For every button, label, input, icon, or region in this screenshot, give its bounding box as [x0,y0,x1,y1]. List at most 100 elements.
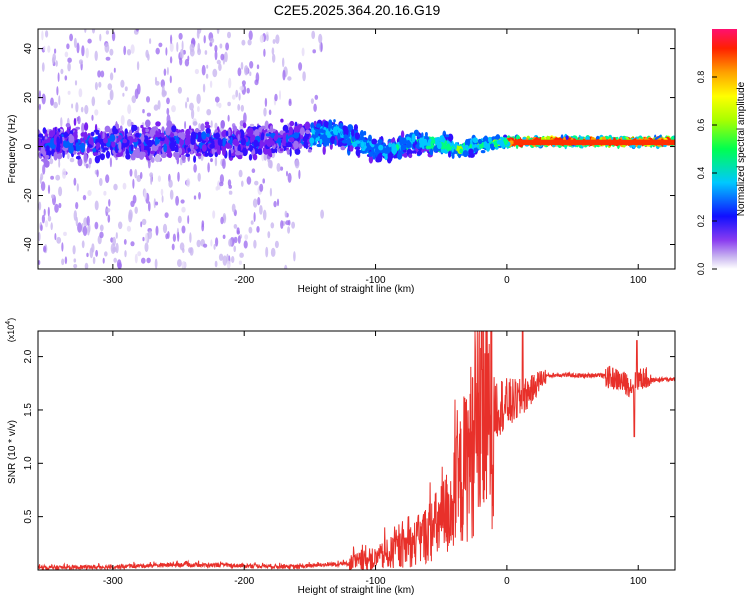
spectrogram-cell [102,131,105,140]
spectrogram-cell [140,124,144,129]
spectrogram-cell [252,135,255,143]
spectrogram-cell [130,241,135,247]
spectrogram-cell [162,223,168,234]
spectrogram-cell [140,142,145,152]
spectrogram-cell [314,130,319,137]
spectrogram-cell [91,96,96,107]
spectrogram-cell [137,251,142,257]
spectrogram-cell [354,146,361,150]
spectrogram-cell [128,209,133,220]
snr-frame [37,330,676,571]
spectrogram-cell [255,72,260,83]
spectrogram-cell [175,148,179,152]
x-tick-label: -300 [103,576,123,587]
spectrogram-cell [87,190,92,196]
snr-y-ticks: 0.5 1.0 1.5 2.0 [23,349,675,524]
spectrogram-cell [66,43,70,50]
spectrogram-cell [372,153,376,160]
spectrogram-cell [243,112,247,124]
spectrogram-cell [92,152,99,156]
spectrogram-cell [434,137,440,141]
spectrogram-cell [181,225,186,234]
spectrogram-cell [42,164,46,175]
spectrogram-cell [115,242,119,254]
spectrogram-cell [104,42,110,53]
spectrogram-cell [45,30,49,38]
spectrogram-cell [429,148,434,156]
spectrogram-cell [43,245,47,253]
spectrogram-cell [293,132,300,139]
spectrogram-cell [228,184,232,189]
spectrogram-cell [109,89,114,101]
spectrogram-cell [84,29,87,33]
spectrogram-cell [218,63,222,71]
spectrogram-cell [132,138,138,143]
spectrogram-cell [147,230,153,240]
spectrogram-cell [101,140,105,149]
spectrogram-cell [421,132,424,138]
spectrogram-cell [215,96,220,103]
spectrogram-cell [246,176,252,185]
spectrogram-cell [105,30,109,35]
spectrogram-cell [287,172,292,183]
spectrogram-marks [38,29,675,269]
spectrogram-cell [280,220,284,229]
spectrogram-cell [212,210,216,219]
spectrogram-cell [172,233,176,242]
spectrogram-cell [136,61,140,71]
spectrogram-cell [161,195,164,203]
spectrogram-cell [177,86,182,94]
spectrogram-cell [233,224,238,229]
spectrogram-cell [368,155,374,164]
spectrogram-cell [249,123,255,127]
spectrogram-cell [193,163,197,173]
spectrogram-cell [38,103,42,111]
spectrogram-cell [390,138,396,143]
spectrogram-cell [192,121,198,126]
spectrogram-cell [72,149,77,155]
spectrogram-cell [231,256,235,263]
spectrogram-cell [241,80,246,86]
spectrogram-cell [80,106,84,113]
spectrogram-cell [220,216,224,225]
spectrogram-cell [207,162,210,173]
spectrogram-cell [99,33,102,42]
spectrogram-cell [51,56,55,64]
spectrogram-cell [154,258,158,269]
spectrogram-cell [451,153,455,159]
spectrogram-cell [73,117,77,126]
spectrogram-cell [282,57,285,68]
spectrogram-cell [177,132,184,138]
spectrogram-cell [165,233,169,240]
spectrogram-cell [190,131,197,140]
spectrogram-cell [106,208,111,213]
spectrogram-cell [104,251,108,257]
spectrogram-cell [201,220,205,228]
spectrogram-cell [131,124,138,132]
spectrogram-cell [411,133,416,143]
spectrogram-cell [202,83,206,93]
spectrogram-cell [253,212,256,222]
spectrogram-cell [219,43,223,49]
spectrogram-cell [237,104,241,111]
spectrogram-cell [253,129,260,137]
spectrogram-cell [142,109,145,114]
spectrogram-cell [219,181,224,187]
spectrogram-cell [424,132,428,137]
spectrogram-cell [160,132,165,138]
spectrogram-cell [45,145,50,153]
snr-scale-label: (x104) [5,318,16,342]
spectrogram-cell [142,236,145,242]
spectrogram-cell [343,134,349,140]
spectrogram-cell [225,42,230,51]
spectrogram-cell [155,133,162,138]
spectrogram-cell [216,102,219,107]
spectrogram-cell [56,130,60,138]
spectrogram-cell [141,257,146,264]
spectrogram-cell [354,140,361,144]
spectrogram-cell [266,138,273,147]
spectrogram-cell [242,122,247,129]
spectrogram-cell [94,109,99,116]
spectrogram-cell [122,138,128,144]
